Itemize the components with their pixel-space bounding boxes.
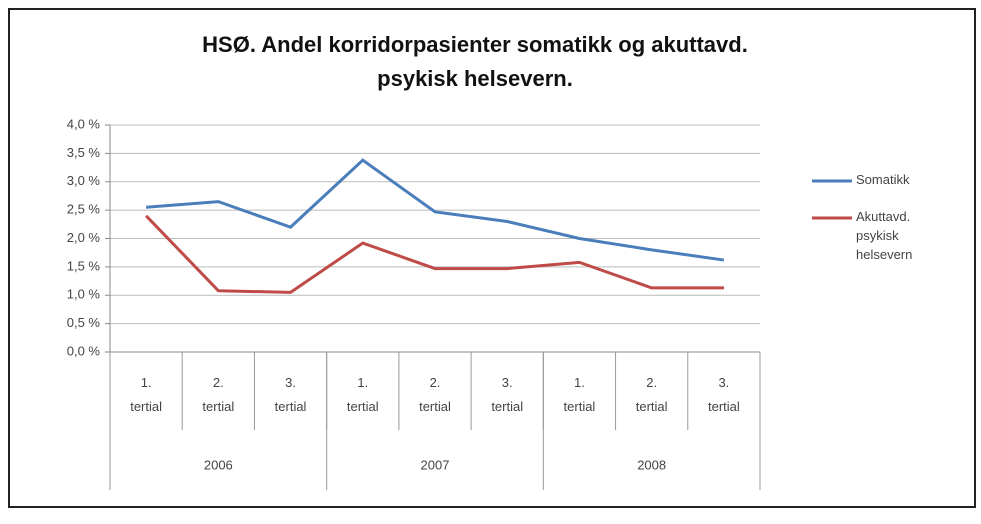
x-tick-label: 1. tertial bbox=[347, 375, 379, 414]
legend-label-line: psykisk bbox=[856, 228, 899, 243]
x-tick-label-line: 2. bbox=[430, 375, 441, 390]
x-tick-label-line: tertial bbox=[347, 399, 379, 414]
x-tick-label-line: tertial bbox=[708, 399, 740, 414]
x-tick-label-line: 2. bbox=[646, 375, 657, 390]
legend-label: Somatikk bbox=[856, 172, 910, 187]
y-tick-label: 0,5 % bbox=[67, 315, 101, 330]
x-tick-label-line: 1. bbox=[574, 375, 585, 390]
legend-label-line: helsevern bbox=[856, 247, 912, 262]
y-tick-label: 0,0 % bbox=[67, 343, 101, 358]
x-tick-label-line: 1. bbox=[357, 375, 368, 390]
x-tick-label: 2. tertial bbox=[636, 375, 668, 414]
y-tick-label: 2,5 % bbox=[67, 202, 101, 217]
legend-label: Akuttavd. psykisk helsevern bbox=[856, 209, 912, 262]
x-tick-label-line: tertial bbox=[202, 399, 234, 414]
x-tick-label-line: 3. bbox=[502, 375, 513, 390]
series-line bbox=[145, 214, 724, 294]
x-tick-label-line: 2. bbox=[213, 375, 224, 390]
series-line bbox=[145, 158, 725, 262]
group-label: 2007 bbox=[421, 457, 450, 472]
x-tick-label: 2. tertial bbox=[419, 375, 451, 414]
x-tick-label: 3. tertial bbox=[491, 375, 523, 414]
x-tick-label: 2. tertial bbox=[202, 375, 234, 414]
y-tick-label: 4,0 % bbox=[67, 116, 101, 131]
x-tick-label-line: 1. bbox=[141, 375, 152, 390]
chart-frame bbox=[8, 8, 976, 508]
chart-title: HSØ. Andel korridorpasienter somatikk og… bbox=[202, 32, 748, 91]
x-tick-label-line: tertial bbox=[491, 399, 523, 414]
legend-label-line: Akuttavd. bbox=[856, 209, 910, 224]
x-tick-label: 3. tertial bbox=[708, 375, 740, 414]
x-tick-label-line: tertial bbox=[636, 399, 668, 414]
x-tick-label-line: tertial bbox=[564, 399, 596, 414]
y-tick-label: 1,0 % bbox=[67, 287, 101, 302]
x-tick-label-line: tertial bbox=[419, 399, 451, 414]
x-tick-label-line: 3. bbox=[718, 375, 729, 390]
x-tick-label: 3. tertial bbox=[275, 375, 307, 414]
x-tick-label-line: tertial bbox=[130, 399, 162, 414]
y-tick-label: 3,5 % bbox=[67, 145, 101, 160]
x-tick-label-line: tertial bbox=[275, 399, 307, 414]
y-tick-label: 1,5 % bbox=[67, 258, 101, 273]
legend-label-line: Somatikk bbox=[856, 172, 910, 187]
group-label: 2006 bbox=[204, 457, 233, 472]
x-tick-label: 1. tertial bbox=[564, 375, 596, 414]
group-label: 2008 bbox=[637, 457, 666, 472]
y-tick-label: 2,0 % bbox=[67, 230, 101, 245]
x-tick-label-line: 3. bbox=[285, 375, 296, 390]
y-tick-label: 3,0 % bbox=[67, 173, 101, 188]
x-tick-label: 1. tertial bbox=[130, 375, 162, 414]
